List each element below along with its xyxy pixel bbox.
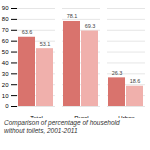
svg-text:63.6: 63.6 — [22, 29, 33, 35]
html-text:Comparison of percentage of ho: Comparison of percentage of household wi… — [4, 119, 120, 135]
svg-text:60: 60 — [2, 38, 9, 44]
svg-text:0: 0 — [5, 103, 9, 109]
svg-text:30: 30 — [2, 71, 9, 77]
svg-text:Rural: Rural — [74, 115, 88, 118]
svg-text:70: 70 — [2, 27, 9, 33]
svg-text:10: 10 — [2, 93, 9, 99]
svg-text:18.6: 18.6 — [130, 78, 141, 84]
svg-text:69.3: 69.3 — [85, 23, 96, 29]
svg-text:20: 20 — [2, 82, 9, 88]
svg-text:Total: Total — [30, 115, 43, 118]
svg-text:53.1: 53.1 — [40, 41, 51, 47]
svg-text:40: 40 — [2, 60, 9, 66]
svg-text:Urban: Urban — [118, 115, 134, 118]
svg-text:78.1: 78.1 — [67, 13, 78, 19]
svg-text:26.3: 26.3 — [112, 70, 123, 76]
svg-text:50: 50 — [2, 49, 9, 55]
svg-text:80: 80 — [2, 16, 9, 22]
svg-text:90: 90 — [2, 5, 9, 11]
